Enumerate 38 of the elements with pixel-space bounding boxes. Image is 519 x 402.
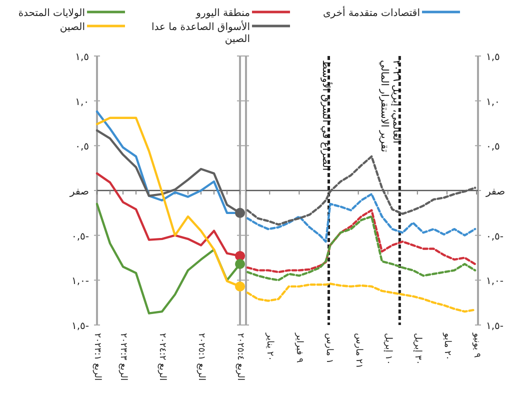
y-tick-label: ١,٥ [486,52,500,63]
line-series [246,209,476,274]
y-tick-label: ١,٠ [486,96,500,108]
y-tick-label: ١,٠ [75,96,89,108]
line-series [246,192,476,243]
x-tick-label: الربع ٢٠٢٣:١ [92,333,102,381]
x-tick-label: الربع ٢٠٢٤:٢ [157,333,167,381]
legend-label: اقتصادات متقدمة أخرى [322,6,420,19]
y-tick-label: ٠,٥- [486,231,504,242]
x-tick-label: الربع ٢٠٢٣:٣ [118,333,128,381]
y-tick-label: ١,٥- [486,321,504,332]
x-tick-label: ٩ فبراير [294,332,304,363]
x-tick-label: الربع ٢٠٢٥:١ [196,333,206,381]
y-tick-label: ٠,٥ [486,142,500,153]
y-tick-label: صفر [485,186,506,198]
legend-label: الأسواق الصاعدة ما عدا الصين [152,20,250,45]
legend-label: الصين [60,22,85,33]
x-tick-label: ١٠ إبريل [382,333,393,365]
y-tick-label: ١,٠- [486,276,504,288]
x-tick-label: ٢١ مارس [353,333,364,368]
x-tick-label: ١ مارس [324,333,334,364]
legend-label: منطقة اليورو [195,8,250,19]
x-tick-label: ٣٠ إبريل [412,333,422,365]
ref-line-label: تقرير الاستقرار المالي العالمي، إبريل ٢٠٢٦ [378,60,402,152]
y-tick-label: ٠,٥- [71,231,90,242]
x-tick-label: ٩ يونيو [472,332,482,358]
x-tick-label: الربع ٢٠٢٥:٤ [235,333,245,381]
line-series [246,215,476,282]
y-tick-label: ١,٥- [71,321,90,332]
x-tick-label: ٢٠ يناير [264,332,275,361]
y-tick-label: ١,٠- [71,276,90,288]
legend-label: الولايات المتحدة [18,8,85,19]
y-tick-label: ٠,٥ [75,142,89,153]
ref-line-label: الصراع في الشرق الأوسط [320,60,333,171]
line-series [246,282,476,313]
y-tick-label: ١,٥ [75,52,89,63]
y-tick-label: صفر [68,186,89,198]
x-tick-label: ٢٠ مايو [442,332,452,360]
